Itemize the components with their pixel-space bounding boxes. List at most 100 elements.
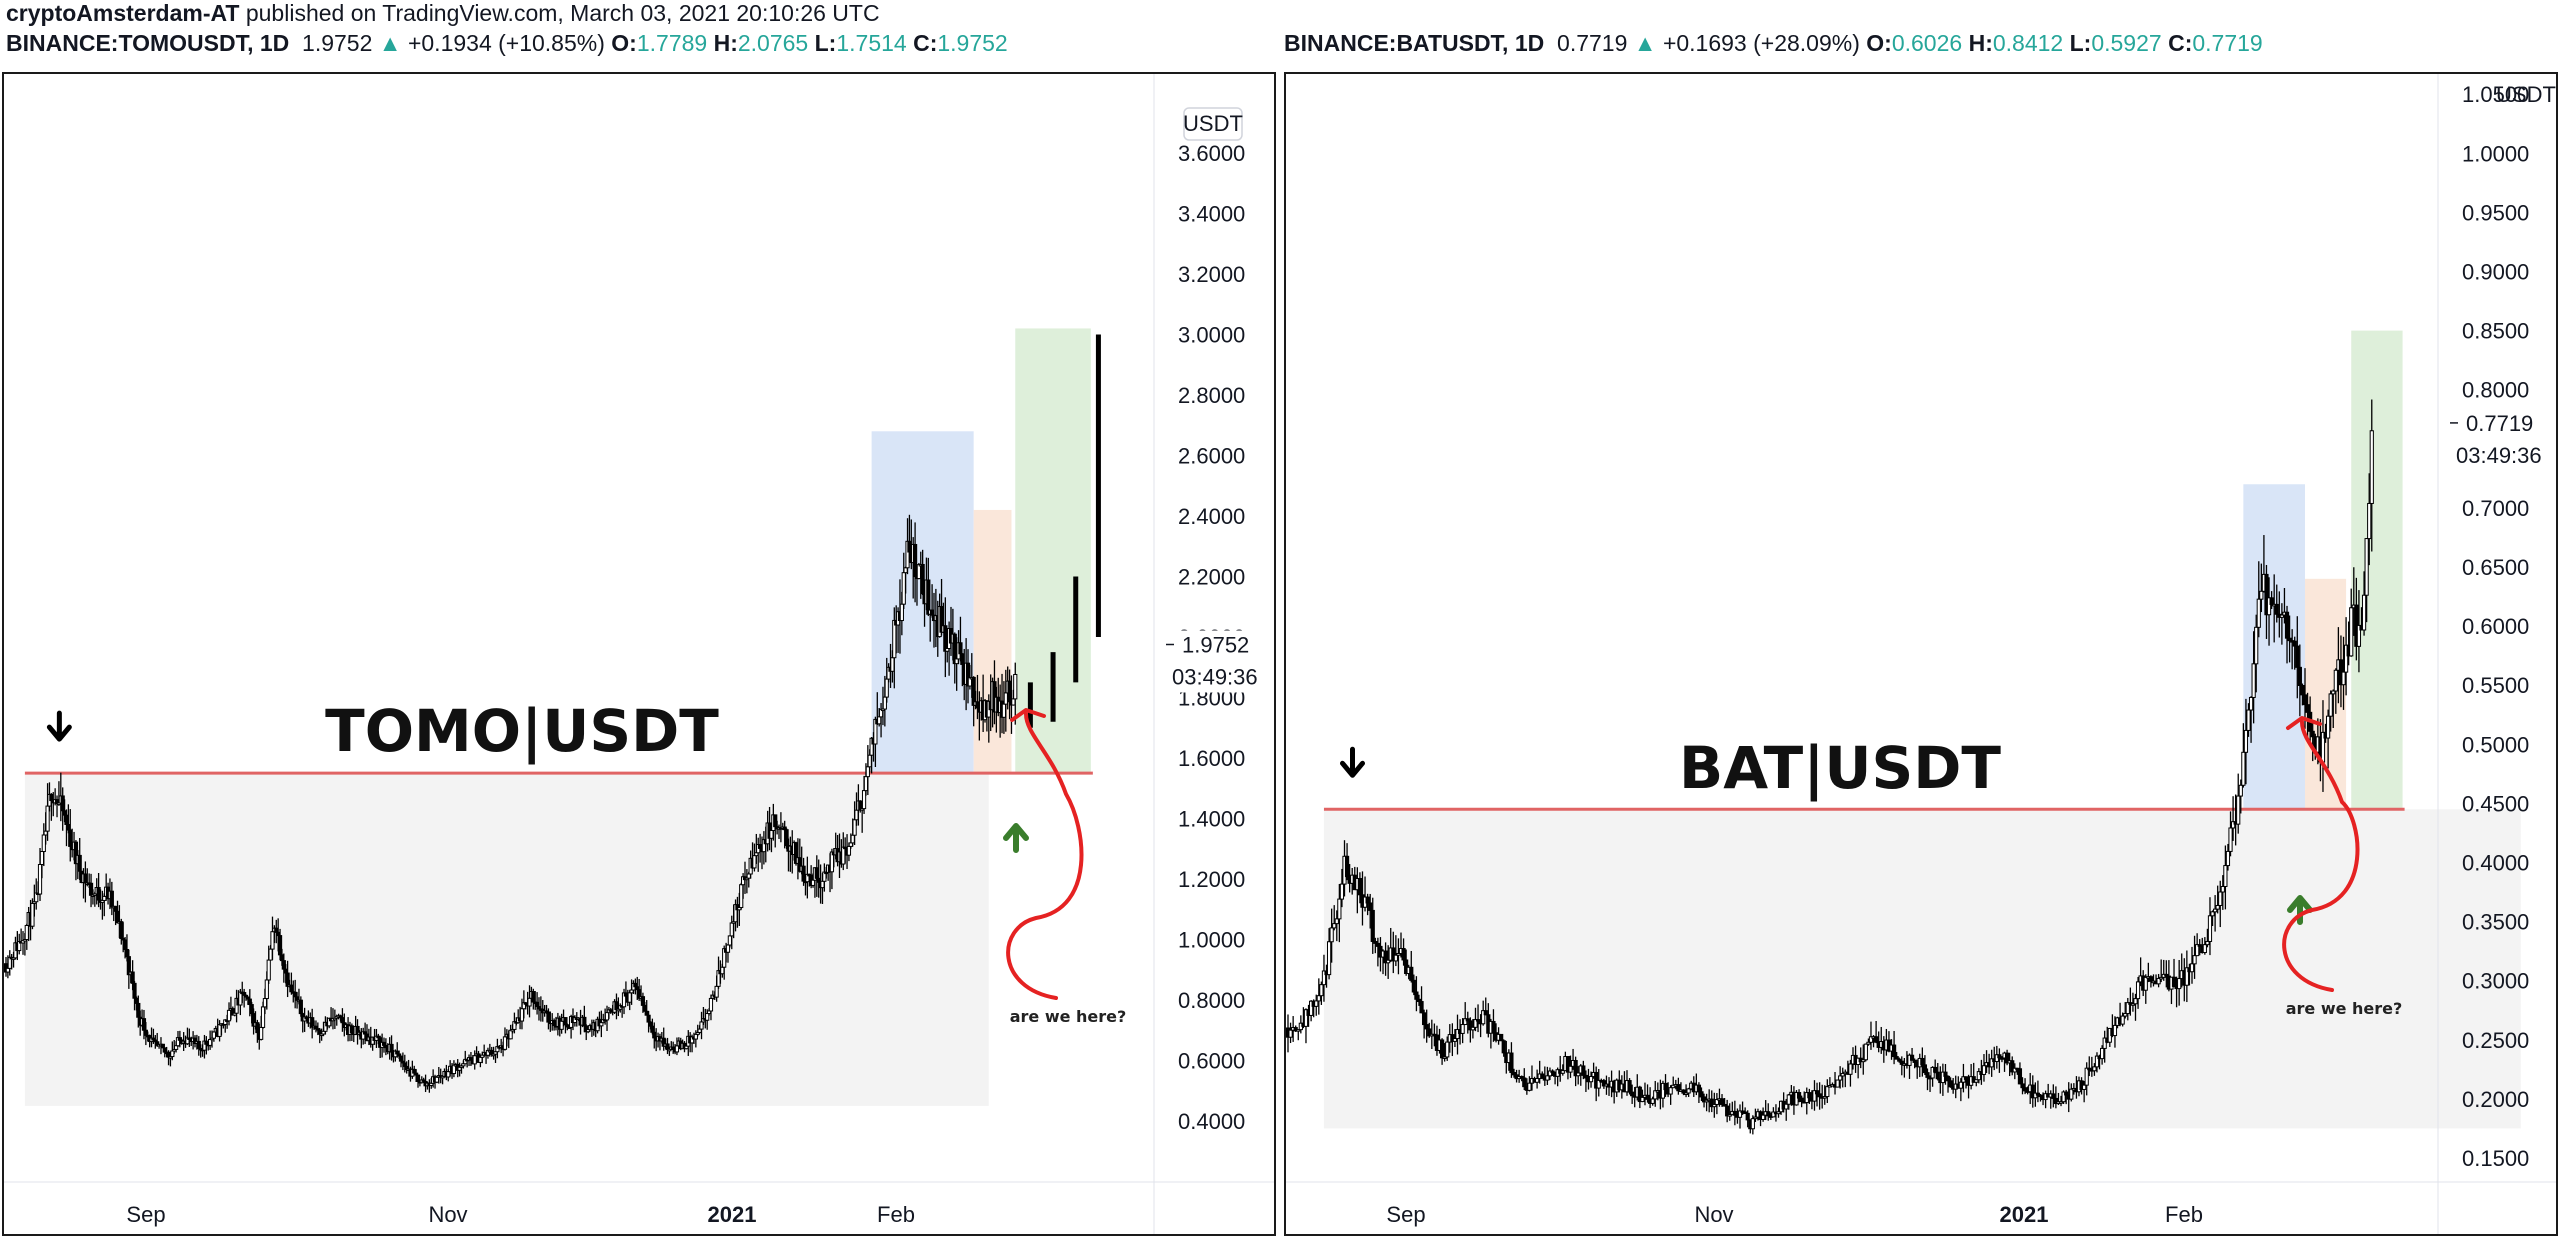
candle-body <box>1003 692 1008 705</box>
candle <box>1922 1055 1928 1076</box>
candle-body <box>2225 850 2231 867</box>
candle-body <box>249 1004 254 1015</box>
candle-body <box>552 1020 557 1027</box>
candle-body <box>846 845 852 856</box>
candle <box>1686 1087 1691 1097</box>
candle-body <box>708 997 714 1012</box>
red-arrowhead-icon <box>2286 716 2322 730</box>
y-tick-label: 1.0000 <box>1178 928 1245 953</box>
candle-body <box>1909 1054 1915 1061</box>
candle <box>2135 976 2141 1009</box>
candle <box>1368 893 1373 929</box>
candle-body <box>2266 597 2272 616</box>
y-tick-label: 0.6500 <box>2462 555 2529 580</box>
candle-body <box>508 1029 513 1040</box>
candle <box>1332 905 1337 931</box>
candle-body <box>1288 1029 1293 1038</box>
candle-body <box>975 701 980 709</box>
chart-panel-tomo[interactable]: TOMO|USDT are we here? 3.6000 3.4000 3.2000 3… <box>2 72 1276 1236</box>
candle-body <box>920 563 925 595</box>
annotation-note: are we here? <box>2286 999 2403 1018</box>
candle-body <box>247 998 252 1006</box>
candle <box>1866 1038 1871 1046</box>
candle <box>2243 698 2249 785</box>
candle <box>1013 662 1018 725</box>
candle-body <box>1565 1056 1571 1073</box>
candle-body <box>1465 1018 1470 1022</box>
candle <box>1958 1078 1963 1102</box>
candle <box>2218 880 2223 928</box>
candle <box>2053 1086 2058 1109</box>
candle <box>2120 1012 2125 1027</box>
candle-body <box>119 921 124 939</box>
candle <box>1637 1085 1642 1109</box>
green-up-arrow-icon <box>2287 895 2313 925</box>
candle-body <box>2156 977 2161 985</box>
candle-body <box>642 1004 647 1012</box>
candle-body <box>2246 709 2251 731</box>
y-tick-label: 1.2000 <box>1178 867 1245 892</box>
candle <box>1463 1002 1468 1026</box>
candle-body <box>2300 684 2305 696</box>
candle-body <box>1812 1090 1817 1102</box>
candle <box>1396 938 1401 975</box>
last-price-label: 0.7719 <box>2466 411 2533 436</box>
candle <box>1732 1100 1737 1126</box>
chart-canvas[interactable]: BAT|USDT are we here? 1.0500 1.0000 0.9500 0.… <box>1286 74 2558 1236</box>
candle <box>2207 897 2213 956</box>
candle-body <box>652 1031 657 1039</box>
candle <box>2274 584 2279 623</box>
candle-body <box>43 830 48 836</box>
candle-body <box>1766 1111 1771 1117</box>
candle <box>2022 1078 2028 1095</box>
candle-body <box>1334 918 1339 925</box>
candle <box>2061 1090 2066 1105</box>
candle-body <box>2228 827 2233 852</box>
candle-body <box>2069 1088 2074 1100</box>
candle-body <box>1391 947 1396 962</box>
candle-body <box>1535 1078 1540 1083</box>
candle <box>1409 950 1414 983</box>
chart-panel-bat[interactable]: BAT|USDT are we here? 1.0500 1.0000 0.9500 0.… <box>1284 72 2558 1236</box>
y-tick-label: 0.4000 <box>2462 851 2529 876</box>
candle-body <box>697 1028 702 1033</box>
candle <box>1414 976 1419 1012</box>
candle <box>1701 1093 1707 1108</box>
y-tick-label: 3.6000 <box>1178 141 1245 166</box>
candle-body <box>1373 940 1378 944</box>
candle-body <box>1840 1072 1845 1077</box>
symbol-label[interactable]: BINANCE:TOMOUSDT, 1D <box>6 30 290 56</box>
candle <box>1640 1089 1645 1103</box>
candle-body <box>714 985 719 998</box>
symbol-label[interactable]: BINANCE:BATUSDT, 1D <box>1284 30 1545 56</box>
red-curved-arrow-icon <box>2282 720 2360 992</box>
candle-body <box>289 984 294 993</box>
candle <box>2202 937 2207 955</box>
candle <box>1422 1009 1427 1039</box>
candle <box>2064 1089 2069 1105</box>
last-price: 0.7719 <box>1557 30 1628 56</box>
candle-body <box>1329 927 1334 943</box>
candle-body <box>971 676 976 706</box>
candle-body <box>1943 1071 1948 1077</box>
candle <box>1404 949 1409 976</box>
candle <box>1943 1064 1948 1085</box>
last-price-label: 1.9752 <box>1182 633 1249 658</box>
candle-body <box>2264 573 2269 616</box>
candle <box>1473 1007 1478 1032</box>
candle-body <box>1522 1077 1527 1088</box>
close-label: C: <box>2168 30 2193 56</box>
candle-body <box>102 895 107 901</box>
low-label: L: <box>2069 30 2092 56</box>
candle <box>1799 1095 1804 1108</box>
y-tick-label: 0.4000 <box>1178 1109 1245 1134</box>
candle-body <box>478 1056 483 1063</box>
candle-body <box>899 603 904 622</box>
candle-body <box>2213 908 2218 913</box>
candle <box>2361 571 2367 636</box>
candle-body <box>1501 1040 1506 1054</box>
candle-body <box>2084 1067 2089 1086</box>
y-tick-label: 1.0500 <box>2462 82 2529 107</box>
chart-canvas[interactable]: TOMO|USDT are we here? 3.6000 3.4000 3.2000 3… <box>4 74 1276 1236</box>
candle-body <box>134 997 139 1004</box>
